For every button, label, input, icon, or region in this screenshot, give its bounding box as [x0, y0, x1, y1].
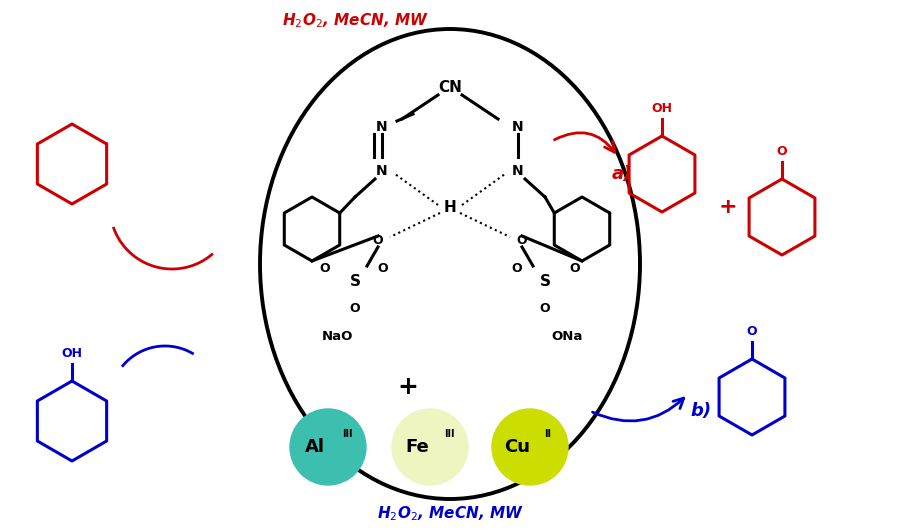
Text: O: O [320, 262, 330, 276]
Text: ONa: ONa [552, 330, 582, 342]
Text: H: H [444, 199, 456, 214]
Text: O: O [777, 145, 788, 158]
Text: O: O [747, 325, 757, 338]
Text: S: S [349, 273, 361, 288]
Text: H$_2$O$_2$, MeCN, MW: H$_2$O$_2$, MeCN, MW [376, 505, 524, 523]
Text: N: N [376, 120, 388, 134]
Text: H$_2$O$_2$, MeCN, MW: H$_2$O$_2$, MeCN, MW [282, 12, 428, 30]
Text: Cu: Cu [504, 438, 530, 456]
Circle shape [290, 409, 366, 485]
Text: O: O [378, 262, 388, 276]
FancyArrowPatch shape [554, 133, 615, 152]
Text: III: III [342, 429, 353, 439]
Text: O: O [570, 262, 580, 276]
Text: O: O [350, 303, 360, 315]
Text: O: O [373, 234, 383, 248]
Text: Fe: Fe [405, 438, 429, 456]
Text: +: + [719, 197, 737, 217]
Text: III: III [444, 429, 454, 439]
Text: N: N [376, 164, 388, 178]
Text: O: O [540, 303, 550, 315]
Text: N: N [512, 120, 524, 134]
FancyArrowPatch shape [592, 398, 684, 421]
Text: S: S [539, 273, 551, 288]
Text: a): a) [612, 165, 633, 183]
Text: NaO: NaO [321, 330, 353, 342]
Text: OH: OH [652, 102, 672, 115]
Text: N: N [512, 164, 524, 178]
Text: OH: OH [61, 347, 83, 360]
Text: O: O [517, 234, 527, 248]
Text: II: II [544, 429, 551, 439]
Text: +: + [398, 375, 418, 399]
Circle shape [492, 409, 568, 485]
Text: Al: Al [305, 438, 325, 456]
Circle shape [392, 409, 468, 485]
Text: O: O [512, 262, 522, 276]
Text: b): b) [690, 402, 711, 420]
Text: CN: CN [438, 79, 462, 95]
